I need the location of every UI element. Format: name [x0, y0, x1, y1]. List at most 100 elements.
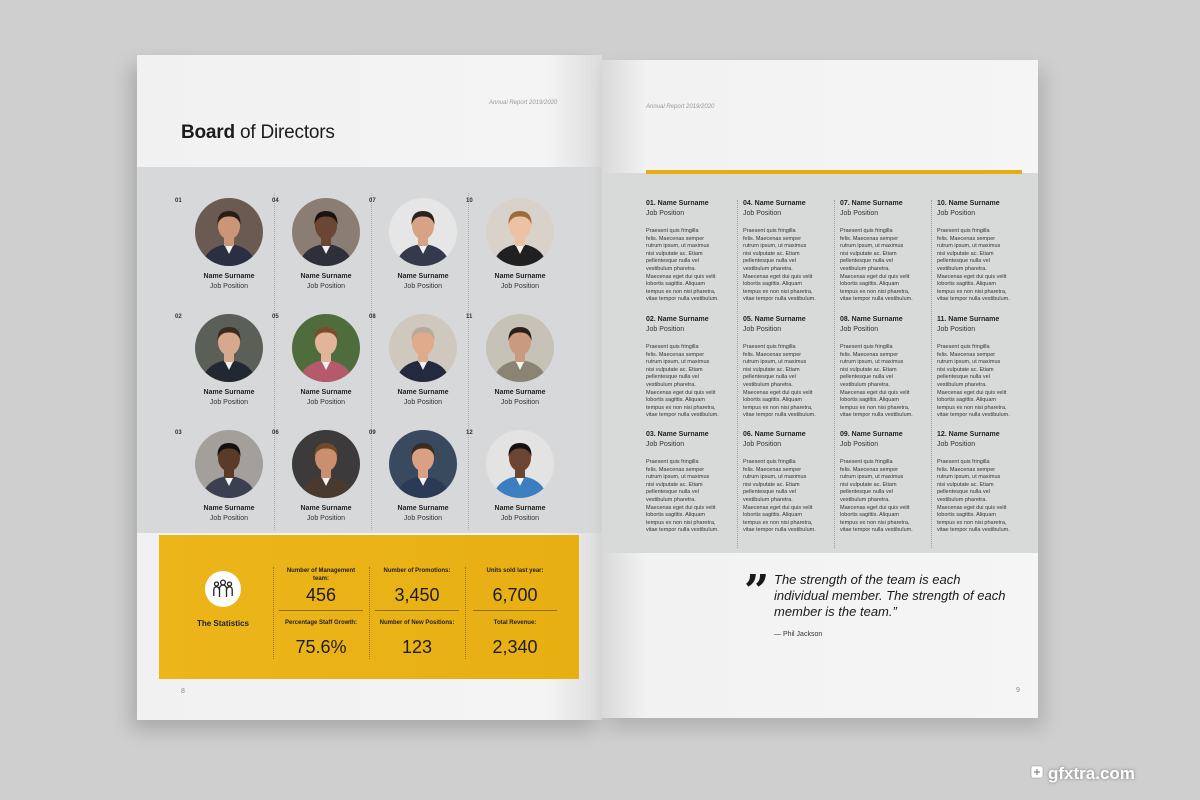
- member-name: Name Surname: [494, 505, 546, 512]
- board-member: 01 Name Surname Job Position: [175, 198, 277, 290]
- member-number: 12: [466, 430, 473, 436]
- stat-total-revenue: Total Revenue: 2,340: [492, 620, 538, 657]
- member-number: 09: [369, 430, 376, 436]
- board-member: 11 Name Surname Job Position: [466, 314, 568, 406]
- stat-new-positions: Number of New Positions: 123: [379, 620, 455, 657]
- statistics-label: The Statistics: [196, 619, 249, 628]
- stat-units-sold: Units sold last year: 6,700: [486, 568, 544, 605]
- bio-text: Praesent quis fringilla felis. Maecenas …: [743, 344, 816, 419]
- portrait-photo: [195, 198, 263, 266]
- bio-name: 11. Name Surname: [937, 316, 1000, 323]
- bio-text: Praesent quis fringilla felis. Maecenas …: [743, 459, 816, 534]
- member-name: Name Surname: [397, 389, 449, 396]
- bio-position: Job Position: [646, 326, 685, 333]
- bio-name: 01. Name Surname: [646, 200, 709, 207]
- member-bio: 01. Name Surname Job Position Praesent qui…: [646, 200, 734, 304]
- bio-name: 09. Name Surname: [840, 431, 903, 438]
- statistics-panel: The Statistics Number of Management team…: [159, 535, 579, 679]
- portrait-photo: [292, 198, 360, 266]
- bio-text: Praesent quis fringilla felis. Maecenas …: [646, 228, 719, 303]
- board-member: 06 Name Surname Job Position: [272, 430, 374, 522]
- page-number: 8: [181, 688, 185, 695]
- watermark: gfxtra.com: [1048, 764, 1135, 783]
- bio-name: 08. Name Surname: [840, 316, 903, 323]
- bio-position: Job Position: [840, 441, 879, 448]
- member-name: Name Surname: [300, 273, 352, 280]
- member-name: Name Surname: [397, 505, 449, 512]
- member-name: Name Surname: [494, 389, 546, 396]
- column-divider: [737, 200, 738, 548]
- member-number: 08: [369, 314, 376, 320]
- member-bio: 09. Name Surname Job Position Praesent qui…: [840, 431, 928, 535]
- stat-rule: [375, 610, 459, 611]
- member-position: Job Position: [306, 399, 346, 406]
- member-name: Name Surname: [494, 273, 546, 280]
- portrait-photo: [389, 314, 457, 382]
- column-divider: [834, 200, 835, 548]
- bio-position: Job Position: [937, 210, 976, 217]
- member-bio: 06. Name Surname Job Position Praesent qui…: [743, 431, 831, 535]
- portrait-photo: [389, 430, 457, 498]
- board-member: 07 Name Surname Job Position: [369, 198, 471, 290]
- team-icon: [205, 571, 241, 607]
- member-bio: 08. Name Surname Job Position Praesent qui…: [840, 316, 928, 420]
- pull-quote: The strength of the team is each individ…: [774, 572, 1006, 619]
- board-member: 02 Name Surname Job Position: [175, 314, 277, 406]
- portrait-photo: [486, 314, 554, 382]
- member-position: Job Position: [500, 515, 540, 522]
- member-bio: 12. Name Surname Job Position Praesent qui…: [937, 431, 1025, 535]
- bios-panel: [602, 173, 1038, 553]
- board-member: 08 Name Surname Job Position: [369, 314, 471, 406]
- bio-position: Job Position: [743, 326, 782, 333]
- bio-position: Job Position: [937, 326, 976, 333]
- member-position: Job Position: [306, 283, 346, 290]
- bio-name: 02. Name Surname: [646, 316, 709, 323]
- bio-name: 07. Name Surname: [840, 200, 903, 207]
- member-position: Job Position: [209, 283, 249, 290]
- bio-position: Job Position: [743, 210, 782, 217]
- bio-text: Praesent quis fringilla felis. Maecenas …: [840, 344, 913, 419]
- watermark-logo-icon: [1030, 765, 1044, 779]
- stat-management-team: Number of Management team: 456: [286, 568, 356, 605]
- stat-staff-growth: Percentage Staff Growth: 75.6%: [284, 620, 357, 657]
- portrait-photo: [195, 430, 263, 498]
- stat-promotions: Number of Promotions: 3,450: [383, 568, 451, 605]
- member-number: 03: [175, 430, 182, 436]
- member-name: Name Surname: [203, 389, 255, 396]
- bio-name: 06. Name Surname: [743, 431, 806, 438]
- bio-position: Job Position: [646, 441, 685, 448]
- member-number: 10: [466, 198, 473, 204]
- bio-text: Praesent quis fringilla felis. Maecenas …: [646, 344, 719, 419]
- bio-text: Praesent quis fringilla felis. Maecenas …: [937, 228, 1010, 303]
- member-position: Job Position: [209, 399, 249, 406]
- left-page: Annual Report 2019/2020 Board of Directo…: [137, 55, 602, 720]
- member-name: Name Surname: [397, 273, 449, 280]
- portrait-photo: [292, 430, 360, 498]
- bio-text: Praesent quis fringilla felis. Maecenas …: [937, 459, 1010, 534]
- bio-name: 04. Name Surname: [743, 200, 806, 207]
- bio-text: Praesent quis fringilla felis. Maecenas …: [743, 228, 816, 303]
- portrait-photo: [486, 198, 554, 266]
- page-title: Board of Directors: [181, 122, 335, 143]
- member-position: Job Position: [403, 283, 443, 290]
- bio-name: 12. Name Surname: [937, 431, 1000, 438]
- column-divider: [468, 193, 469, 530]
- portrait-photo: [292, 314, 360, 382]
- bio-name: 05. Name Surname: [743, 316, 806, 323]
- bio-text: Praesent quis fringilla felis. Maecenas …: [646, 459, 719, 534]
- member-bio: 02. Name Surname Job Position Praesent qui…: [646, 316, 734, 420]
- board-member: 09 Name Surname Job Position: [369, 430, 471, 522]
- member-position: Job Position: [500, 399, 540, 406]
- bio-position: Job Position: [743, 441, 782, 448]
- member-bio: 04. Name Surname Job Position Praesent qui…: [743, 200, 831, 304]
- member-number: 05: [272, 314, 279, 320]
- board-member: 10 Name Surname Job Position: [466, 198, 568, 290]
- member-number: 01: [175, 198, 182, 204]
- column-divider: [371, 193, 372, 530]
- stat-divider: [465, 567, 466, 659]
- accent-bar: [646, 170, 1022, 174]
- member-number: 04: [272, 198, 279, 204]
- member-position: Job Position: [306, 515, 346, 522]
- member-name: Name Surname: [203, 273, 255, 280]
- bio-position: Job Position: [937, 441, 976, 448]
